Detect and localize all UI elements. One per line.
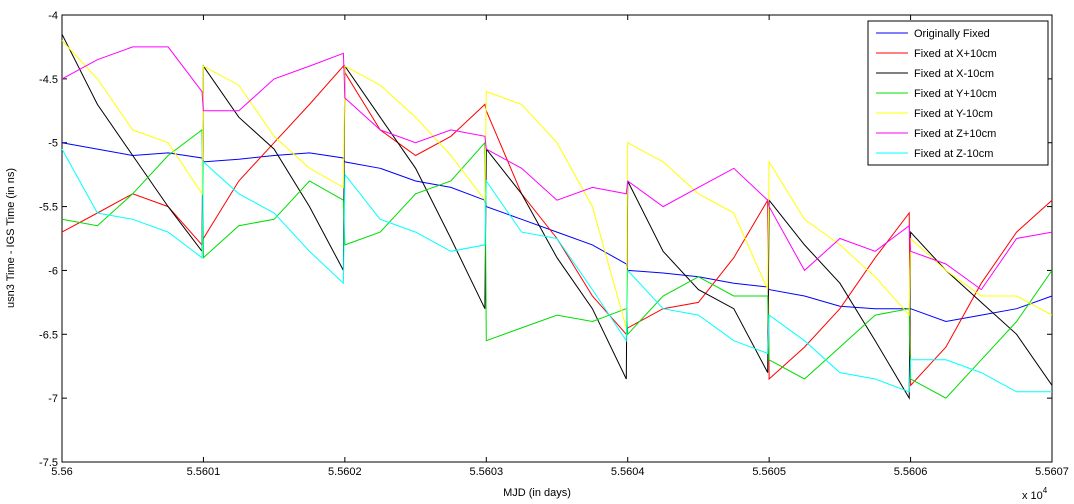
series-line [61,40,1053,329]
y-tick-label: -6.5 [39,329,58,341]
series-line [61,46,1053,291]
y-axis-label: usn3 Time - IGS Time (in ns) [5,168,17,308]
legend-label: Fixed at Z+10cm [914,128,996,140]
y-tick-label: -7 [48,393,58,405]
legend-label: Fixed at X-10cm [914,68,994,80]
legend-label: Fixed at Z-10cm [914,148,993,160]
series-line [61,33,1053,400]
y-tick-label: -4 [48,10,58,22]
legend-label: Originally Fixed [914,28,990,40]
multiplier-base: x 10 [1022,490,1043,502]
y-tick-label: -7.5 [39,457,58,469]
x-tick-label: 5.5606 [894,466,928,478]
x-axis-label: MJD (in days) [503,487,571,499]
x-tick-label: 5.5607 [1035,466,1069,478]
y-tick-label: -5.5 [39,202,58,214]
x-tick-label: 5.5604 [611,466,645,478]
x-tick-label: 5.56 [51,466,72,478]
series-line [61,148,1052,393]
y-tick-label: -6 [48,265,58,277]
legend-label: Fixed at X+10cm [914,48,997,60]
legend: Originally Fixed Fixed at X+10cm Fixed at … [867,20,1049,166]
x-tick-label: 5.5605 [752,466,786,478]
axis-multiplier: x 104 [1022,486,1048,502]
y-tick-label: -4.5 [39,74,58,86]
series-line [61,128,1053,399]
legend-label: Fixed at Y-10cm [914,108,993,120]
legend-label: Fixed at Y+10cm [914,88,997,100]
x-tick-label: 5.5602 [328,466,362,478]
y-tick-label: -5 [48,138,58,150]
x-tick-label: 5.5601 [187,466,221,478]
multiplier-exponent: 4 [1043,486,1048,495]
x-tick-label: 5.5603 [469,466,503,478]
series-line [61,142,1053,323]
